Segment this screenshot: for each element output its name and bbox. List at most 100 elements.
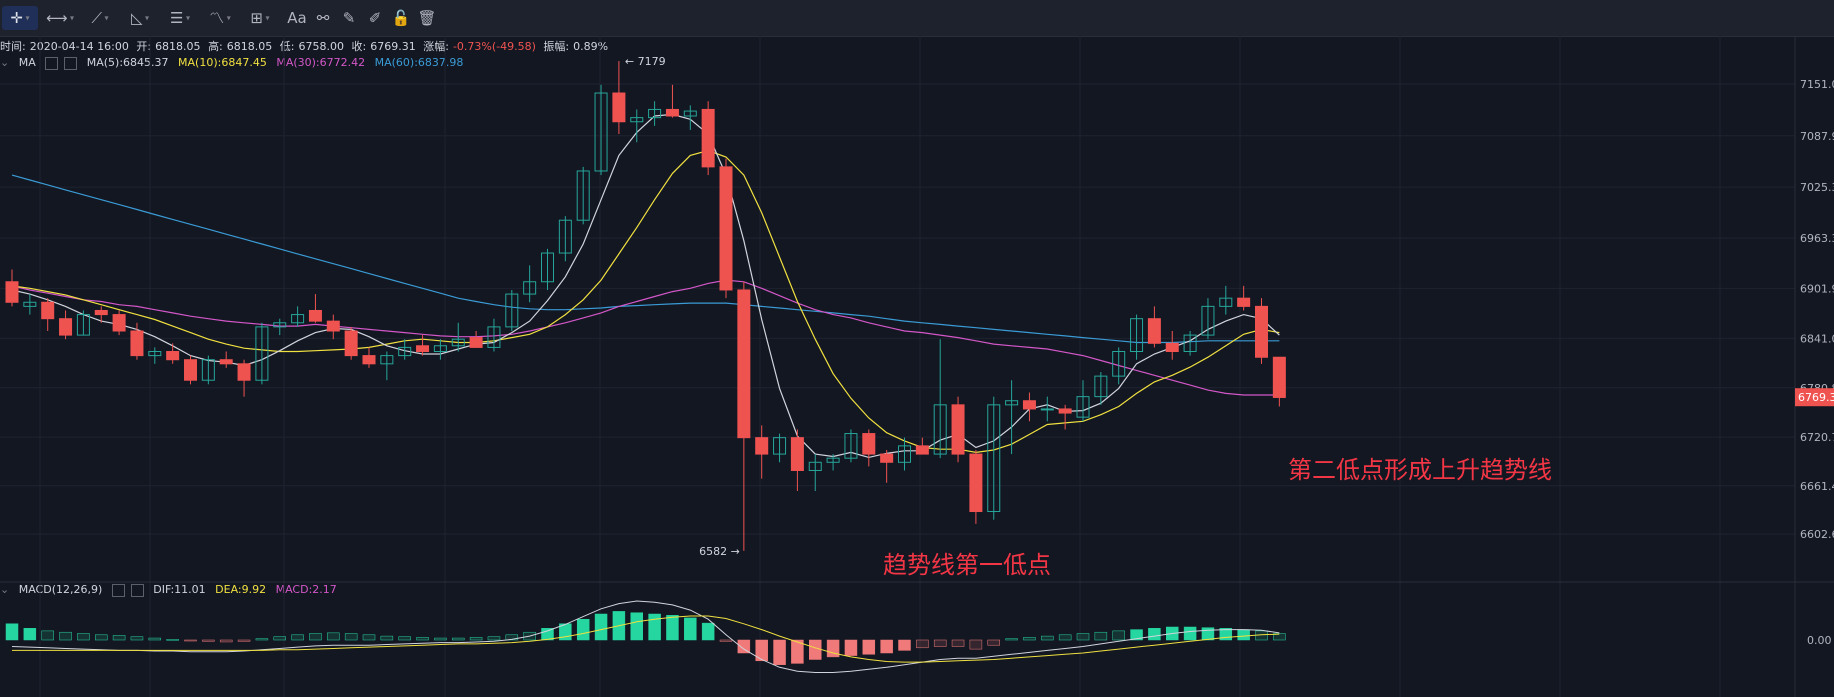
macd-bar bbox=[844, 639, 858, 656]
macd-bar bbox=[309, 633, 322, 641]
wave-icon[interactable]: 〽 ▾ bbox=[209, 9, 231, 27]
candle-down bbox=[5, 281, 19, 303]
macd-bar bbox=[434, 637, 447, 641]
macd-bar bbox=[1005, 638, 1018, 641]
macd-bar bbox=[791, 639, 804, 664]
amplitude-value: 0.89% bbox=[573, 40, 609, 53]
price-tick-label: 6963.3 bbox=[1800, 232, 1834, 245]
price-chart[interactable]: 7151.07087.97025.36963.36901.96841.06780… bbox=[0, 36, 1834, 697]
candle-up bbox=[523, 281, 537, 295]
price-tick-label: 6602.6 bbox=[1800, 528, 1834, 541]
ruler-icon[interactable]: ✎ bbox=[342, 9, 356, 27]
chevron-down-icon[interactable]: ▾ bbox=[263, 13, 270, 23]
macd-bar bbox=[362, 634, 376, 641]
amplitude-label: 振幅: bbox=[543, 40, 570, 53]
macd-bar bbox=[255, 638, 269, 641]
collapse-icon[interactable]: ⌄ bbox=[0, 56, 10, 69]
macd-bar bbox=[1130, 629, 1143, 641]
candle-down bbox=[362, 355, 376, 365]
candle-down bbox=[1147, 318, 1161, 344]
candle-up bbox=[1076, 396, 1090, 418]
trend-line-icon[interactable]: ⟋ ▾ bbox=[91, 9, 109, 27]
candle-down bbox=[41, 301, 55, 320]
price-tick-label: 7151.0 bbox=[1800, 78, 1834, 91]
macd-bar bbox=[1094, 631, 1108, 641]
macd-bar bbox=[452, 637, 465, 641]
candle-up bbox=[630, 117, 644, 123]
current-price-label: 6769.3 bbox=[1798, 391, 1834, 404]
chevron-down-icon[interactable]: ▾ bbox=[23, 13, 30, 23]
price-tick-label: 6841.0 bbox=[1800, 332, 1834, 345]
candle-up bbox=[433, 345, 447, 353]
ma10-value: MA(10):6847.45 bbox=[178, 56, 267, 69]
macd-bar bbox=[469, 637, 483, 641]
candle-down bbox=[951, 404, 965, 455]
grid-lines bbox=[0, 36, 1795, 697]
ma60-line bbox=[11, 174, 1280, 344]
candle-up bbox=[773, 437, 787, 455]
macd-bar bbox=[1183, 626, 1197, 641]
candle-down bbox=[737, 289, 751, 439]
chevron-down-icon[interactable]: ▾ bbox=[183, 13, 190, 23]
macd-bar bbox=[701, 622, 715, 641]
low-marker: 6582 → bbox=[699, 545, 740, 558]
macd-bar bbox=[648, 613, 661, 641]
candle-down bbox=[166, 351, 180, 361]
candle-down bbox=[612, 92, 626, 123]
ma30-line bbox=[11, 279, 1280, 396]
candle-down bbox=[416, 345, 430, 353]
chevron-down-icon[interactable]: ▾ bbox=[67, 13, 75, 23]
candle-down bbox=[59, 318, 73, 336]
macd-bar bbox=[1219, 628, 1233, 641]
price-tick-label: 7025.3 bbox=[1800, 181, 1834, 194]
candle-down bbox=[219, 359, 233, 365]
macd-bar bbox=[1041, 635, 1054, 641]
candle-down bbox=[130, 330, 144, 357]
macd-bar bbox=[773, 639, 786, 665]
brush-icon[interactable]: ✐ bbox=[368, 9, 382, 27]
candle-down bbox=[755, 437, 769, 455]
candle-down bbox=[1022, 400, 1036, 410]
candle-up bbox=[398, 346, 412, 357]
angle-icon[interactable]: ◺ ▾ bbox=[130, 9, 150, 27]
ma60-value: MA(60):6837.98 bbox=[374, 56, 464, 69]
candle-up bbox=[1005, 400, 1019, 406]
macd-zero-label: 0.00 bbox=[1807, 634, 1832, 647]
macd-bar bbox=[327, 632, 340, 641]
macd-bar bbox=[184, 639, 197, 642]
candle-up bbox=[148, 351, 162, 357]
candle-down bbox=[1058, 408, 1072, 414]
candle-down bbox=[719, 166, 733, 291]
candle-down bbox=[1237, 297, 1251, 307]
measure-icon[interactable]: ⊞ ▾ bbox=[250, 9, 270, 27]
candle-down bbox=[1165, 342, 1179, 353]
macd-settings-icon[interactable] bbox=[111, 583, 125, 597]
text-icon[interactable]: Aa bbox=[287, 9, 307, 27]
trash-icon[interactable]: 🗑 bbox=[417, 9, 437, 27]
candle-down bbox=[237, 363, 251, 381]
candle-up bbox=[23, 301, 37, 307]
candle-up bbox=[987, 404, 1001, 513]
price-tick-label: 7087.9 bbox=[1800, 130, 1834, 143]
macd-bar bbox=[59, 631, 72, 641]
pattern-icon[interactable]: ⚯ bbox=[316, 9, 330, 27]
chevron-down-icon[interactable]: ▾ bbox=[101, 13, 109, 23]
macd-bar bbox=[202, 639, 215, 642]
horizontal-line-icon[interactable]: ⟷ ▾ bbox=[45, 9, 75, 27]
settings-icon[interactable] bbox=[45, 56, 59, 70]
candle-up bbox=[1130, 318, 1144, 353]
parallel-lines-icon[interactable]: ☰ ▾ bbox=[169, 9, 190, 27]
candle-up bbox=[594, 92, 608, 172]
candle-up bbox=[1201, 305, 1215, 336]
lock-icon[interactable]: 🔓 bbox=[391, 9, 411, 27]
price-axis: 7151.07087.97025.36963.36901.96841.06780… bbox=[1800, 78, 1834, 541]
candles bbox=[5, 61, 1286, 551]
chevron-down-icon[interactable]: ▾ bbox=[224, 13, 231, 23]
macd-bar bbox=[916, 639, 929, 649]
macd-collapse-icon[interactable]: ⌄ bbox=[0, 583, 10, 596]
ma30-value: MA(30):6772.42 bbox=[276, 56, 366, 69]
chevron-down-icon[interactable]: ▾ bbox=[142, 13, 150, 23]
crosshair-icon[interactable]: ✛ ▾ bbox=[2, 6, 38, 30]
close-icon[interactable] bbox=[64, 56, 78, 70]
macd-close-icon[interactable] bbox=[130, 583, 144, 597]
